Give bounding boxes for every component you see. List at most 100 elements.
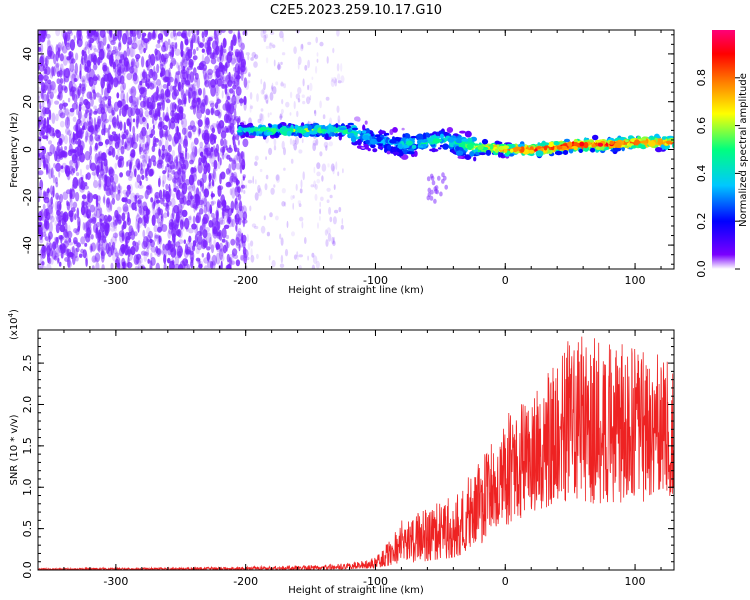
noise-blob [64, 67, 71, 79]
noise-blob [247, 54, 250, 61]
noise-blob [219, 173, 222, 185]
noise-blob [297, 87, 302, 94]
noise-blob [210, 133, 214, 142]
noise-blob [121, 72, 126, 79]
noise-blob [235, 180, 241, 191]
noise-blob [221, 90, 224, 99]
noise-blob [69, 148, 76, 153]
noise-blob [116, 63, 122, 73]
noise-blob [237, 139, 240, 146]
ridge-blob [473, 156, 477, 162]
noise-blob [188, 235, 192, 243]
noise-blob [156, 203, 160, 211]
noise-blob [171, 90, 177, 100]
noise-blob [162, 188, 165, 199]
noise-blob [188, 91, 191, 104]
noise-blob [107, 214, 111, 220]
noise-blob [233, 49, 239, 54]
noise-blob [181, 58, 188, 68]
noise-blob [181, 127, 187, 135]
noise-blob [117, 215, 123, 225]
noise-blob [196, 65, 203, 70]
noise-blob [154, 234, 159, 239]
noise-blob [58, 137, 63, 145]
noise-blob [186, 263, 191, 269]
noise-blob [64, 146, 68, 151]
noise-blob [189, 61, 194, 66]
noise-blob [171, 46, 175, 58]
noise-blob [306, 96, 311, 105]
noise-blob [202, 87, 206, 100]
noise-blob [315, 138, 319, 146]
noise-blob [193, 192, 196, 198]
noise-blob [263, 215, 266, 221]
ridge-blob [416, 133, 424, 140]
snr-x-label: Height of straight line (km) [288, 585, 424, 596]
noise-blob [172, 193, 176, 199]
ridge-blob [455, 146, 460, 151]
noise-blob [149, 53, 156, 66]
noise-blob [302, 171, 305, 181]
noise-blob [319, 41, 324, 47]
noise-blob [330, 253, 333, 260]
noise-blob [148, 230, 153, 239]
noise-blob [160, 53, 165, 63]
x-tick-label: 100 [625, 274, 646, 287]
figure-title: C2E5.2023.259.10.17.G10 [270, 3, 442, 18]
noise-blob [176, 176, 182, 187]
noise-blob [221, 125, 225, 133]
noise-blob [314, 193, 318, 201]
noise-blob [170, 170, 175, 175]
y-tick-label: 20 [21, 95, 34, 109]
ridge-blob [666, 140, 673, 145]
noise-blob [137, 198, 143, 208]
noise-blob [148, 110, 153, 116]
noise-blob [285, 101, 290, 108]
noise-blob [126, 161, 129, 168]
noise-blob [167, 134, 172, 142]
noise-blob [167, 144, 172, 153]
noise-blob [126, 189, 130, 198]
noise-blob [101, 236, 104, 244]
noise-blob [175, 213, 181, 226]
svg-text:(x104): (x104) [7, 309, 20, 340]
noise-blob [46, 208, 50, 221]
noise-blob [164, 166, 168, 173]
noise-blob [281, 188, 286, 194]
noise-blob [81, 125, 86, 131]
noise-blob [146, 97, 150, 109]
noise-blob [78, 102, 83, 106]
noise-blob [124, 245, 128, 252]
noise-blob [109, 134, 115, 142]
noise-blob [111, 193, 115, 200]
noise-blob [283, 83, 286, 89]
noise-blob [86, 71, 90, 81]
noise-blob [291, 231, 295, 237]
noise-blob [62, 211, 69, 223]
noise-blob [307, 41, 312, 46]
noise-blob [178, 105, 182, 114]
noise-blob [155, 262, 160, 269]
noise-blob [52, 185, 55, 198]
noise-blob [293, 46, 297, 54]
noise-blob [58, 215, 64, 221]
noise-blob [131, 201, 135, 211]
ridge-blob [411, 144, 417, 149]
noise-blob [290, 158, 294, 164]
noise-blob [157, 39, 161, 44]
ridge-blob [268, 124, 273, 128]
noise-blob [201, 31, 204, 39]
noise-blob [65, 42, 70, 48]
ridge-blob [431, 147, 437, 153]
noise-blob [245, 184, 247, 189]
noise-blob [85, 164, 90, 170]
noise-blob [151, 117, 155, 125]
noise-blob [57, 258, 60, 263]
noise-blob [182, 221, 186, 227]
noise-blob [246, 233, 249, 243]
noise-blob [65, 168, 68, 175]
noise-blob [269, 112, 272, 116]
noise-blob [281, 52, 286, 56]
noise-blob [304, 237, 307, 244]
noise-blob [92, 53, 96, 59]
